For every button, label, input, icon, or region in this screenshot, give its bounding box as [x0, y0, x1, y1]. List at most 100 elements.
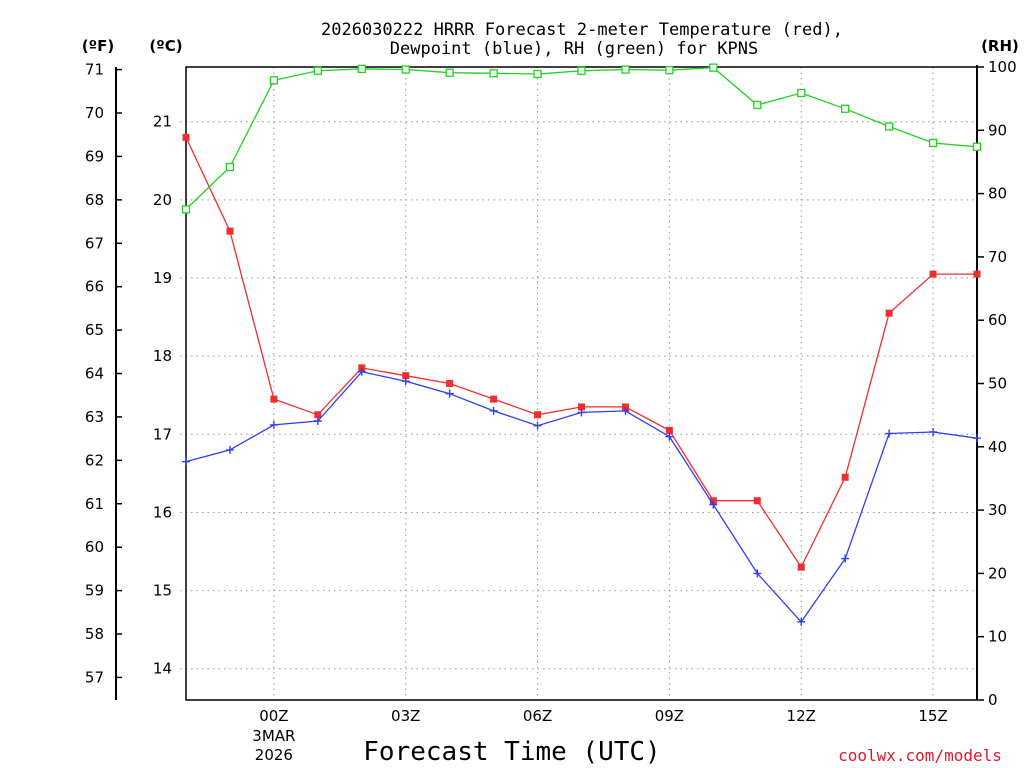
data-series	[181, 63, 982, 626]
rh-point-10	[621, 65, 630, 74]
rh-tick-label-30: 30	[988, 501, 1007, 519]
rh-unit-label: (RH)	[981, 37, 1019, 55]
c-tick-label-18: 18	[153, 347, 172, 365]
temperature-point-7	[490, 395, 498, 403]
f-tick-label-60: 60	[85, 538, 104, 556]
dewpoint-point-9	[577, 408, 586, 417]
temperature-point-9	[578, 403, 585, 411]
gridlines	[180, 67, 977, 700]
dewpoint-point-14	[797, 617, 806, 626]
f-tick-label-67: 67	[85, 234, 104, 252]
dewpoint-point-8	[533, 421, 542, 430]
rh-point-15	[841, 104, 850, 113]
site-credit-link[interactable]: coolwx.com/models	[838, 746, 1002, 765]
rh-tick-label-10: 10	[988, 628, 1007, 646]
f-tick-label-71: 71	[85, 61, 104, 79]
rh-tick-label-80: 80	[988, 185, 1007, 203]
rh-tick-label-60: 60	[988, 311, 1007, 329]
x-tick-label-15Z: 15Z	[918, 707, 947, 725]
c-tick-label-15: 15	[153, 582, 172, 600]
rh-tick-label-70: 70	[988, 248, 1007, 266]
temperature-point-13	[753, 497, 761, 505]
rh-point-4	[357, 64, 366, 74]
dewpoint-point-18	[973, 434, 981, 443]
rh-point-17	[928, 138, 938, 148]
celsius-unit-label: (ºC)	[149, 37, 182, 55]
rh-line	[185, 66, 978, 210]
dewpoint-point-16	[885, 429, 894, 438]
x-tick-label-03Z: 03Z	[391, 707, 420, 725]
temperature-point-14	[797, 563, 805, 571]
temperature-point-18	[973, 270, 981, 278]
f-tick-label-58: 58	[85, 625, 104, 643]
temperature-point-11	[665, 426, 673, 434]
rh-tick-label-50: 50	[988, 375, 1007, 393]
c-tick-label-20: 20	[153, 191, 172, 209]
rh-point-14	[797, 88, 806, 98]
temperature-point-16	[885, 309, 893, 317]
rh-tick-label-40: 40	[988, 438, 1007, 456]
temperature-point-15	[841, 473, 849, 481]
x-tick-label-06Z: 06Z	[523, 707, 552, 725]
dewpoint-point-7	[489, 406, 498, 415]
rh-point-12	[709, 63, 718, 72]
plot-frame	[185, 66, 978, 701]
dewpoint-point-0	[182, 457, 190, 466]
temperature-point-17	[929, 270, 937, 278]
rh-point-18	[972, 142, 982, 151]
rh-point-6	[445, 68, 454, 77]
c-tick-label-16: 16	[153, 503, 172, 521]
x-axis-title: Forecast Time (UTC)	[363, 737, 660, 767]
rh-point-5	[401, 65, 410, 74]
x-tick-date-label: 3MAR	[252, 727, 295, 745]
f-tick-label-61: 61	[85, 495, 104, 513]
dewpoint-point-4	[357, 367, 366, 376]
x-tick-label-12Z: 12Z	[787, 707, 816, 725]
rh-tick-label-0: 0	[988, 691, 998, 709]
chart-title-line2: Dewpoint (blue), RH (green) for KPNS	[390, 39, 758, 59]
rh-point-11	[665, 66, 674, 75]
chart-title-line1: 2026030222 HRRR Forecast 2-meter Tempera…	[321, 20, 843, 40]
rh-point-7	[489, 69, 498, 78]
rh-point-0	[181, 205, 191, 214]
dewpoint-point-5	[401, 377, 410, 386]
x-tick-label-09Z: 09Z	[655, 707, 684, 725]
dewpoint-point-2	[269, 420, 278, 429]
f-tick-label-64: 64	[85, 365, 104, 383]
f-tick-label-63: 63	[85, 408, 104, 426]
temperature-point-5	[402, 372, 410, 380]
x-tick-year-label: 2026	[255, 746, 293, 764]
temperature-point-0	[182, 133, 190, 141]
dewpoint-point-13	[753, 569, 762, 578]
f-tick-label-65: 65	[85, 321, 104, 339]
rh-point-8	[533, 69, 542, 79]
c-tick-label-19: 19	[153, 269, 172, 287]
rh-point-16	[884, 122, 894, 131]
c-tick-label-21: 21	[153, 113, 172, 131]
dewpoint-point-11	[665, 432, 674, 441]
rh-point-13	[753, 100, 762, 110]
rh-point-9	[577, 66, 586, 75]
dewpoint-point-6	[445, 389, 454, 398]
f-tick-label-59: 59	[85, 582, 104, 600]
temperature-point-2	[270, 395, 278, 403]
rh-point-2	[269, 76, 279, 85]
c-tick-label-14: 14	[153, 660, 172, 678]
rh-point-1	[225, 162, 235, 172]
c-tick-label-17: 17	[153, 425, 172, 443]
f-tick-label-57: 57	[85, 668, 104, 686]
temperature-point-8	[534, 411, 542, 419]
tick-labels: 57 58 59 60 61 62 63 64 65 66 67 68 69 70 71 14 15 16 17 18…	[85, 58, 1017, 764]
temperature-line	[185, 137, 977, 569]
rh-tick-label-90: 90	[988, 121, 1007, 139]
temperature-point-3	[314, 411, 322, 419]
fahrenheit-unit-label: (ºF)	[82, 37, 114, 55]
f-tick-label-70: 70	[85, 104, 104, 122]
dewpoint-point-10	[621, 406, 630, 415]
f-tick-label-69: 69	[85, 147, 104, 165]
rh-point-3	[313, 66, 322, 75]
dewpoint-point-17	[929, 427, 938, 436]
f-tick-label-62: 62	[85, 451, 104, 469]
f-tick-label-66: 66	[85, 278, 104, 296]
